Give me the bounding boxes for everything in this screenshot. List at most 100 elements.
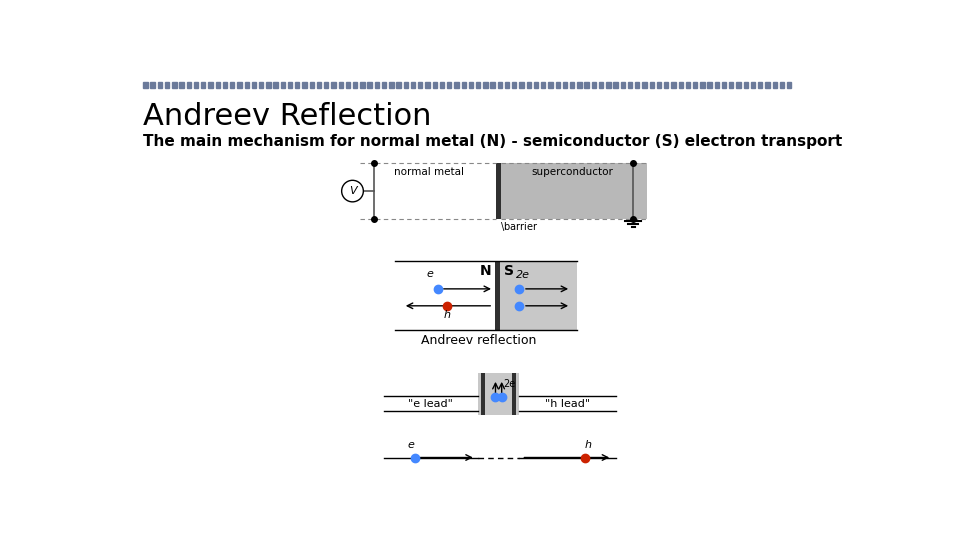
Bar [317,82,322,88]
Bar [223,82,228,88]
Bar [295,82,300,88]
Bar [180,82,183,88]
Bar [419,82,422,88]
Bar [186,82,191,88]
Bar [324,82,328,88]
Text: N: N [480,264,492,278]
Bar [481,373,485,415]
Bar [425,82,430,88]
Bar [374,82,379,88]
Bar [151,82,155,88]
Circle shape [342,180,363,202]
Bar [722,82,727,88]
Text: The main mechanism for normal metal (N) - semiconductor (S) electron transport: The main mechanism for normal metal (N) … [143,134,843,149]
Text: Andreev Reflection: Andreev Reflection [143,102,432,131]
Bar [664,82,668,88]
Text: S: S [504,264,514,278]
Bar [621,82,625,88]
Bar [570,82,574,88]
Bar [780,82,784,88]
Bar [433,82,437,88]
Bar [693,82,697,88]
Bar [252,82,256,88]
Bar [773,82,777,88]
Bar [396,82,400,88]
Bar [447,82,451,88]
Bar [512,373,516,415]
Bar [714,82,719,88]
Bar [541,82,545,88]
Text: h: h [585,440,591,450]
Bar [360,164,496,219]
Bar [274,82,277,88]
Bar [280,82,285,88]
Bar [500,164,647,219]
Bar [500,261,577,330]
Text: normal metal: normal metal [395,167,465,177]
Bar [505,82,509,88]
Bar [591,82,596,88]
Bar [259,82,263,88]
Bar [360,82,365,88]
Bar [208,82,213,88]
Bar [383,396,478,411]
Bar [288,82,292,88]
Bar [462,82,466,88]
Bar [497,82,502,88]
Bar [468,82,473,88]
Text: superconductor: superconductor [532,167,613,177]
Bar [237,82,242,88]
Bar [201,82,205,88]
Bar [628,82,633,88]
Bar [519,82,524,88]
Bar [245,82,249,88]
Bar [527,82,531,88]
Bar [454,82,459,88]
Text: h: h [444,309,450,320]
Bar [172,82,177,88]
Bar [730,82,733,88]
Bar [650,82,654,88]
Bar [519,396,616,411]
Bar [657,82,661,88]
Bar [165,82,169,88]
Bar [751,82,756,88]
Bar [382,82,386,88]
Bar [577,82,582,88]
Bar [157,82,162,88]
Bar [787,82,791,88]
Text: "e lead": "e lead" [408,399,453,409]
Bar [494,261,500,330]
Bar [331,82,336,88]
Text: e: e [408,440,415,450]
Bar [642,82,647,88]
Bar [339,82,343,88]
Text: Andreev reflection: Andreev reflection [420,334,536,347]
Text: 2e: 2e [516,269,530,280]
Bar [548,82,553,88]
Bar [556,82,560,88]
Bar [411,82,416,88]
Text: 2e: 2e [503,379,516,389]
Bar [671,82,676,88]
Bar [700,82,705,88]
Bar [230,82,234,88]
Bar [512,82,516,88]
Bar [585,82,588,88]
Bar [403,82,408,88]
Bar [194,82,198,88]
Bar [534,82,539,88]
Bar [389,82,394,88]
Bar [758,82,762,88]
Bar [368,82,372,88]
Bar [396,261,494,330]
Bar [491,82,494,88]
Bar [478,373,519,415]
Bar [302,82,307,88]
Bar [736,82,741,88]
Bar [708,82,711,88]
Bar [483,82,488,88]
Bar [353,82,357,88]
Bar [685,82,690,88]
Text: e: e [426,269,433,279]
